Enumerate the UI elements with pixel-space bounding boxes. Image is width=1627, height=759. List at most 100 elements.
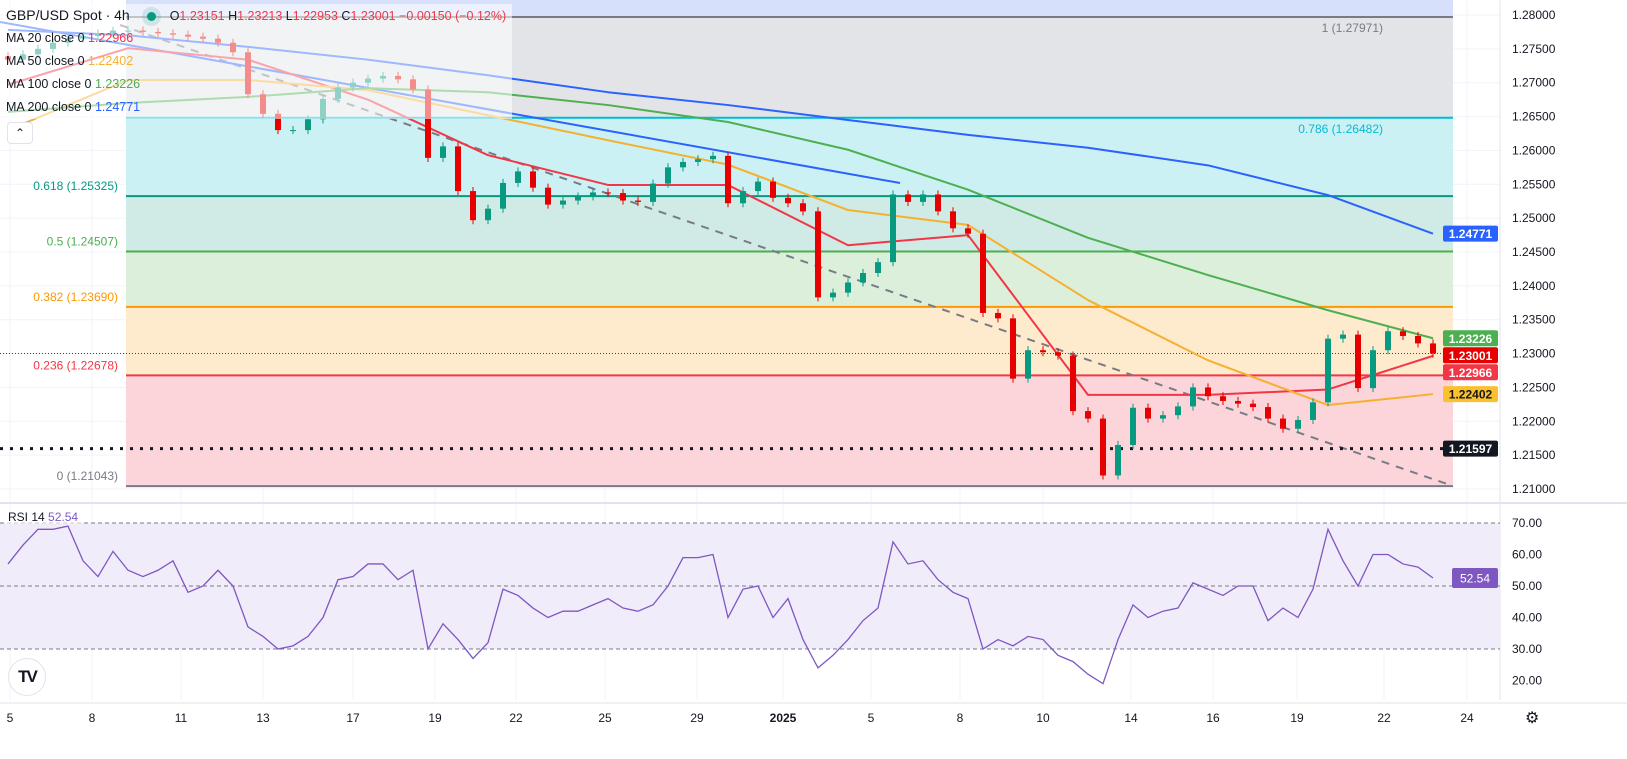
candle-body [980, 233, 986, 313]
candle [1325, 334, 1331, 407]
candle [1115, 440, 1121, 480]
candle [890, 190, 896, 267]
candle [1265, 403, 1271, 423]
candle [635, 196, 641, 206]
rsi-tick-label: 40.00 [1512, 611, 1542, 625]
candle [920, 190, 926, 206]
candle [290, 126, 296, 135]
gear-icon[interactable]: ⚙ [1525, 710, 1540, 727]
price-badge-bg [1443, 364, 1498, 381]
candle [1175, 402, 1181, 420]
rsi-tick-label: 50.00 [1512, 579, 1542, 593]
symbol-title[interactable]: GBP/USD Spot · 4h [6, 7, 130, 23]
candle [1295, 415, 1301, 433]
candle [650, 179, 656, 206]
candle [785, 193, 791, 208]
collapse-legend-button[interactable]: ⌃ [7, 122, 33, 144]
trend-line [119, 24, 1451, 486]
time-tick-label: 16 [1206, 711, 1220, 725]
indicator-ma200[interactable]: MA 200 close 0 1.24771 [0, 96, 513, 119]
candle-body [1160, 415, 1166, 419]
candle [845, 278, 851, 297]
time-tick-label: 14 [1124, 711, 1138, 725]
candle-body [1085, 411, 1091, 419]
candle-body [875, 262, 881, 273]
fib-band [126, 251, 1453, 307]
fib-level-label: 0.618 (1.25325) [33, 179, 118, 193]
candle [995, 308, 1001, 323]
fib-level-label: 1 (1.27971) [1322, 21, 1383, 35]
candle-body [1220, 396, 1226, 401]
price-badge-label: 1.23001 [1449, 349, 1493, 363]
candle [1430, 339, 1436, 358]
candle-body [1175, 406, 1181, 416]
candle-body [905, 194, 911, 202]
time-tick-label: 8 [957, 711, 964, 725]
candle-body [1145, 407, 1151, 419]
candle-body [1235, 400, 1241, 404]
price-badge: 1.24771 [1443, 225, 1498, 242]
price-tick-label: 1.21500 [1512, 448, 1556, 462]
candle [1280, 414, 1286, 433]
price-tick-label: 1.27000 [1512, 76, 1556, 90]
candle-body [305, 119, 311, 131]
price-tick-label: 1.24000 [1512, 279, 1556, 293]
candle [440, 142, 446, 162]
price-badge: 1.23001 [1443, 347, 1498, 364]
candle-body [1130, 407, 1136, 445]
candle-body [275, 113, 281, 131]
candle-body [1100, 418, 1106, 476]
fib-level-label: 0.382 (1.23690) [33, 290, 118, 304]
candle-body [440, 146, 446, 158]
time-tick-label: 2025 [770, 711, 797, 725]
candle-body [470, 191, 476, 221]
candle-body [1040, 350, 1046, 353]
candle-body [665, 167, 671, 184]
candle-body [680, 161, 686, 168]
price-badge-label: 1.23226 [1449, 332, 1493, 346]
candle [1100, 414, 1106, 480]
market-status-icon [147, 11, 157, 21]
candle-body [455, 146, 461, 192]
indicator-ma100[interactable]: MA 100 close 0 1.23226 [0, 73, 513, 96]
candle [455, 142, 461, 196]
rsi-legend[interactable]: RSI 14 52.54 [5, 510, 82, 524]
rsi-badge-label: 52.54 [1460, 571, 1490, 585]
price-tick-label: 1.25000 [1512, 211, 1556, 225]
price-badge: 1.22966 [1443, 364, 1498, 381]
candle [545, 183, 551, 209]
candle-body [1070, 355, 1076, 412]
price-badge: 1.21597 [1443, 440, 1498, 457]
candle-body [1190, 387, 1196, 407]
candle [500, 178, 506, 213]
candle-body [995, 312, 1001, 319]
candle-body [560, 200, 566, 205]
price-tick-label: 1.21000 [1512, 482, 1556, 496]
candle [755, 177, 761, 196]
time-tick-label: 19 [1290, 711, 1304, 725]
candle [1400, 327, 1406, 341]
indicator-ma20[interactable]: MA 20 close 0 1.22966 [0, 27, 513, 50]
price-badge-bg [1443, 330, 1498, 347]
price-badge: 1.22402 [1443, 386, 1498, 403]
price-tick-label: 1.27500 [1512, 42, 1556, 56]
candle [1145, 403, 1151, 423]
time-tick-label: 17 [346, 711, 360, 725]
indicator-ma50[interactable]: MA 50 close 0 1.22402 [0, 50, 513, 73]
candle-body [1205, 387, 1211, 397]
candle-body [965, 228, 971, 234]
price-tick-label: 1.23500 [1512, 313, 1556, 327]
candle-body [1415, 335, 1421, 344]
candle-body [1280, 418, 1286, 429]
fib-level-label: 0 (1.21043) [57, 469, 118, 483]
tradingview-logo[interactable]: TV [8, 658, 46, 696]
candle-body [770, 181, 776, 198]
candle-body [920, 194, 926, 202]
time-tick-label: 22 [509, 711, 523, 725]
price-tick-label: 1.22500 [1512, 380, 1556, 394]
price-tick-label: 1.24500 [1512, 245, 1556, 259]
candle-body [860, 272, 866, 283]
candle-body [1115, 444, 1121, 476]
candle-body [815, 211, 821, 298]
